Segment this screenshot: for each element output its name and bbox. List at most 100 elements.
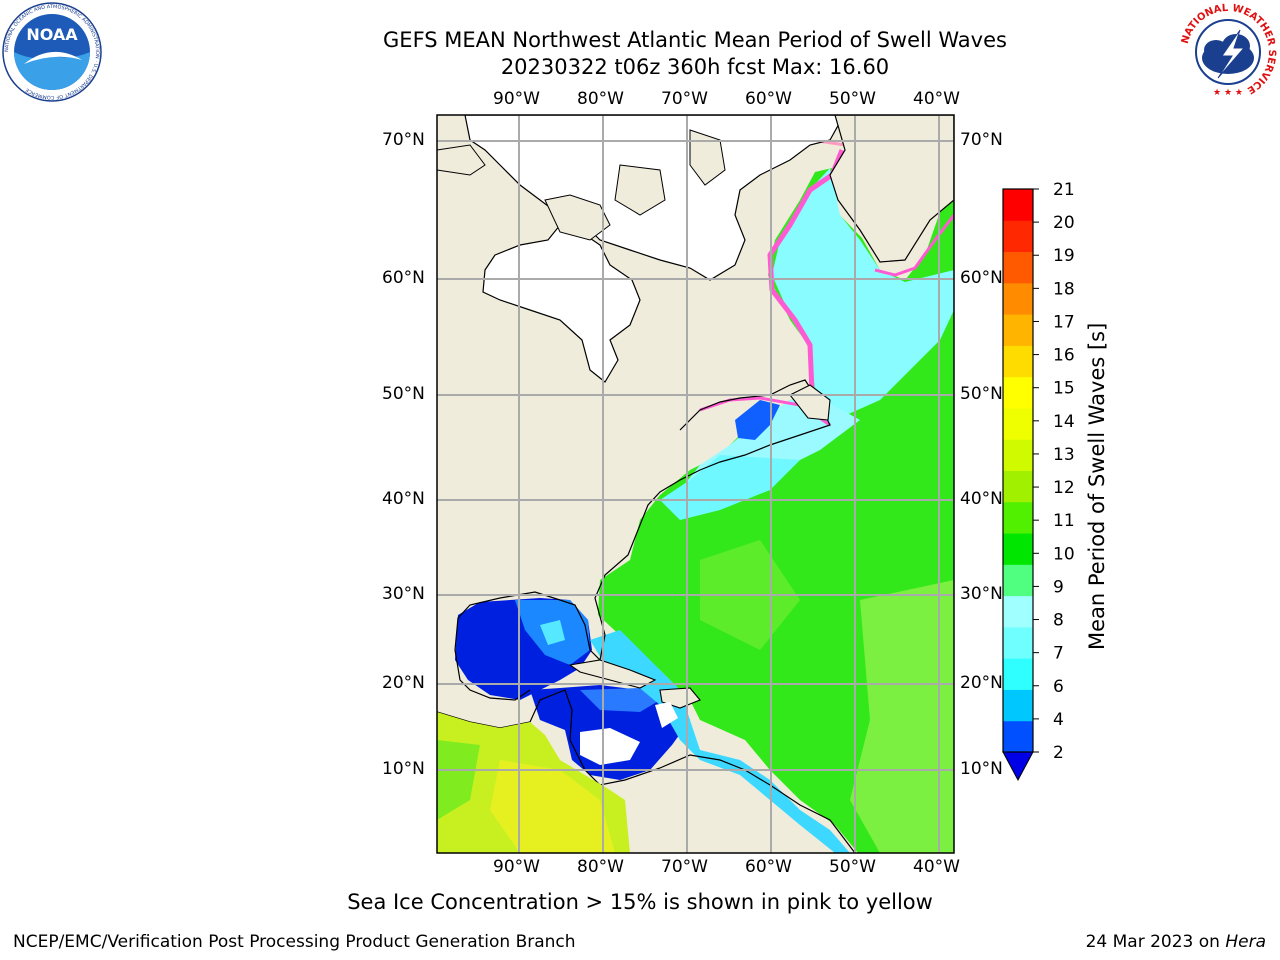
lon-label-bottom: 70°W — [661, 857, 708, 877]
chart-subtitle: 20230322 t06z 360h fcst Max: 16.60 — [500, 55, 890, 79]
colorbar-segment — [1003, 720, 1033, 753]
lat-label-left: 70°N — [382, 130, 425, 150]
colorbar-tick-label: 21 — [1053, 180, 1075, 200]
lat-label-left: 30°N — [382, 584, 425, 604]
colorbar-tick-label: 7 — [1053, 644, 1064, 664]
caribbean-mask — [580, 728, 640, 765]
ocean-patch — [437, 740, 480, 820]
colorbar-segment — [1003, 501, 1033, 534]
lon-label-bottom: 40°W — [913, 857, 960, 877]
colorbar-segment — [1003, 658, 1033, 690]
island — [614, 164, 666, 216]
lon-label-top: 60°W — [745, 89, 792, 109]
colorbar-tick-label: 9 — [1053, 577, 1064, 597]
colorbar-label: Mean Period of Swell Waves [s] — [1085, 322, 1109, 650]
colorbar-segment — [1003, 689, 1033, 722]
map-area — [437, 115, 954, 853]
colorbar-tick-label: 19 — [1053, 246, 1075, 266]
ocean-patch — [660, 455, 800, 520]
lon-label-top: 40°W — [913, 89, 960, 109]
colorbar-tick-label: 14 — [1053, 412, 1075, 432]
map-frame — [436, 114, 955, 854]
colorbar-segment — [1003, 407, 1033, 440]
lat-label-right: 10°N — [960, 759, 1003, 779]
colorbar-extend-arrow — [1002, 751, 1034, 782]
colorbar-tick-label: 16 — [1053, 346, 1075, 366]
ocean-cyan-north — [772, 168, 954, 420]
colorbar-segment — [1003, 251, 1033, 284]
colorbar-tick-label: 18 — [1053, 279, 1075, 299]
colorbar-segment — [1003, 282, 1033, 315]
lat-label-left: 40°N — [382, 489, 425, 509]
colorbar-segment — [1003, 376, 1033, 409]
colorbar-tick-label: 8 — [1053, 611, 1064, 631]
lat-label-right: 40°N — [960, 489, 1003, 509]
lon-label-top: 90°W — [493, 89, 540, 109]
sea-ice-fringe — [874, 214, 954, 277]
lat-label-left: 20°N — [382, 673, 425, 693]
lon-label-bottom: 50°W — [829, 857, 876, 877]
date-stamp: 24 Mar 2023 on Hera — [1086, 932, 1266, 952]
noaa-logo-text: NOAA — [26, 25, 78, 44]
colorbar-segment — [1003, 533, 1033, 565]
greenland-land — [829, 115, 954, 263]
lon-label-top: 80°W — [577, 89, 624, 109]
sea-ice-note: Sea Ice Concentration > 15% is shown in … — [347, 890, 933, 914]
lat-label-right: 30°N — [960, 584, 1003, 604]
machine-name: Hera — [1225, 932, 1266, 952]
lon-label-top: 50°W — [829, 89, 876, 109]
colorbar-tick-label: 4 — [1053, 710, 1064, 730]
ocean-patch — [850, 580, 954, 853]
ocean-gulf-stlawrence — [735, 400, 780, 440]
date-text: 24 Mar 2023 on — [1085, 932, 1226, 952]
colorbar-tick-label: 10 — [1053, 544, 1075, 564]
colorbar-tick-label: 15 — [1053, 379, 1075, 399]
lat-label-left: 50°N — [382, 384, 425, 404]
lon-label-bottom: 60°W — [745, 857, 792, 877]
colorbar-tick-label: 17 — [1053, 312, 1075, 332]
credit-text: NCEP/EMC/Verification Post Processing Pr… — [13, 932, 576, 952]
lat-label-left: 10°N — [382, 759, 425, 779]
ocean-patch — [540, 620, 565, 645]
colorbar-tick-label: 11 — [1053, 511, 1075, 531]
colorbar-segment — [1003, 314, 1033, 346]
colorbar-segment — [1003, 220, 1033, 253]
colorbar-segment — [1003, 189, 1033, 221]
lat-label-right: 60°N — [960, 268, 1003, 288]
island — [437, 144, 486, 176]
colorbar-segment — [1003, 564, 1033, 597]
lat-label-right: 50°N — [960, 384, 1003, 404]
lat-label-left: 60°N — [382, 268, 425, 288]
lon-label-bottom: 80°W — [577, 857, 624, 877]
colorbar-segment — [1003, 626, 1033, 659]
colorbar-segment — [1003, 439, 1033, 471]
ocean-patch — [580, 688, 660, 712]
ocean-cyan-band — [590, 630, 850, 853]
colorbar-tick-label: 13 — [1053, 445, 1075, 465]
colorbar-segment — [1003, 470, 1033, 503]
caribbean-mask — [655, 702, 678, 728]
lat-label-right: 20°N — [960, 673, 1003, 693]
colorbar-tick-label: 6 — [1053, 677, 1064, 697]
noaa-logo: NOAA NATIONAL OCEANIC AND ATMOSPHERIC AD… — [2, 2, 102, 102]
svg-text:★ ★ ★: ★ ★ ★ — [1213, 88, 1243, 98]
colorbar-segment — [1003, 595, 1033, 628]
lon-label-top: 70°W — [661, 89, 708, 109]
nws-logo: NATIONAL WEATHER SERVICE ★ ★ ★ — [1179, 3, 1277, 101]
lat-label-right: 70°N — [960, 130, 1003, 150]
colorbar-tick-label: 12 — [1053, 478, 1075, 498]
colorbar-segment — [1003, 345, 1033, 378]
lon-label-bottom: 90°W — [493, 857, 540, 877]
graticule — [437, 115, 954, 853]
newfoundland — [789, 384, 831, 421]
colorbar-tick-label: 2 — [1053, 743, 1064, 763]
ocean-patch — [490, 760, 615, 853]
coastline-north-america — [454, 379, 831, 701]
colorbar-frame — [1002, 188, 1034, 753]
colorbar-tick-label: 20 — [1053, 213, 1075, 233]
island — [689, 129, 726, 186]
island — [544, 194, 611, 241]
chart-title: GEFS MEAN Northwest Atlantic Mean Period… — [383, 28, 1007, 52]
colorbar: 2 4 6 7 8 9 10 11 12 13 14 15 16 17 18 19 20 21 — [1002, 180, 1075, 782]
